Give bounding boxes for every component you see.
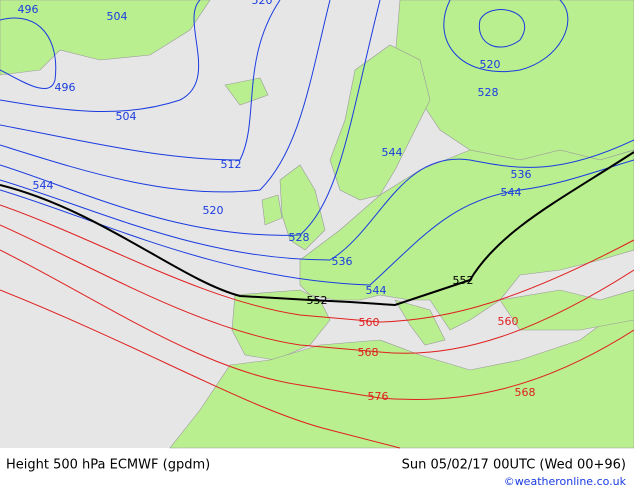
contour-label: 544 bbox=[382, 146, 403, 159]
contour-labels: 496 504 520 496 504 520 528 512 544 536 … bbox=[18, 0, 536, 403]
contour-label: 544 bbox=[33, 179, 54, 192]
contour-label: 544 bbox=[366, 284, 387, 297]
land bbox=[0, 0, 634, 449]
contour-label: 560 bbox=[359, 316, 380, 329]
contour-label: 576 bbox=[368, 390, 389, 403]
contour-label: 520 bbox=[252, 0, 273, 7]
contour-label: 552 bbox=[453, 274, 474, 287]
contours bbox=[0, 0, 634, 449]
contour-label: 504 bbox=[116, 110, 137, 123]
footer-time: Sun 05/02/17 00UTC (Wed 00+96) bbox=[402, 458, 626, 473]
contour-label: 528 bbox=[289, 231, 310, 244]
footer-credit: ©weatheronline.co.uk bbox=[504, 475, 627, 488]
footer-title: Height 500 hPa ECMWF (gpdm) bbox=[6, 458, 210, 473]
contour-label: 552 bbox=[307, 294, 328, 307]
contour-label: 536 bbox=[511, 168, 532, 181]
contour-label: 520 bbox=[203, 204, 224, 217]
contour-label: 520 bbox=[480, 58, 501, 71]
contour-label: 504 bbox=[107, 10, 128, 23]
contour-label: 496 bbox=[18, 3, 39, 16]
contour-label: 536 bbox=[332, 255, 353, 268]
contour-label: 544 bbox=[501, 186, 522, 199]
contour-label: 496 bbox=[55, 81, 76, 94]
contour-label: 512 bbox=[221, 158, 242, 171]
contour-label: 528 bbox=[478, 86, 499, 99]
contour-label: 568 bbox=[515, 386, 536, 399]
contour-label: 568 bbox=[358, 346, 379, 359]
contour-label: 560 bbox=[498, 315, 519, 328]
